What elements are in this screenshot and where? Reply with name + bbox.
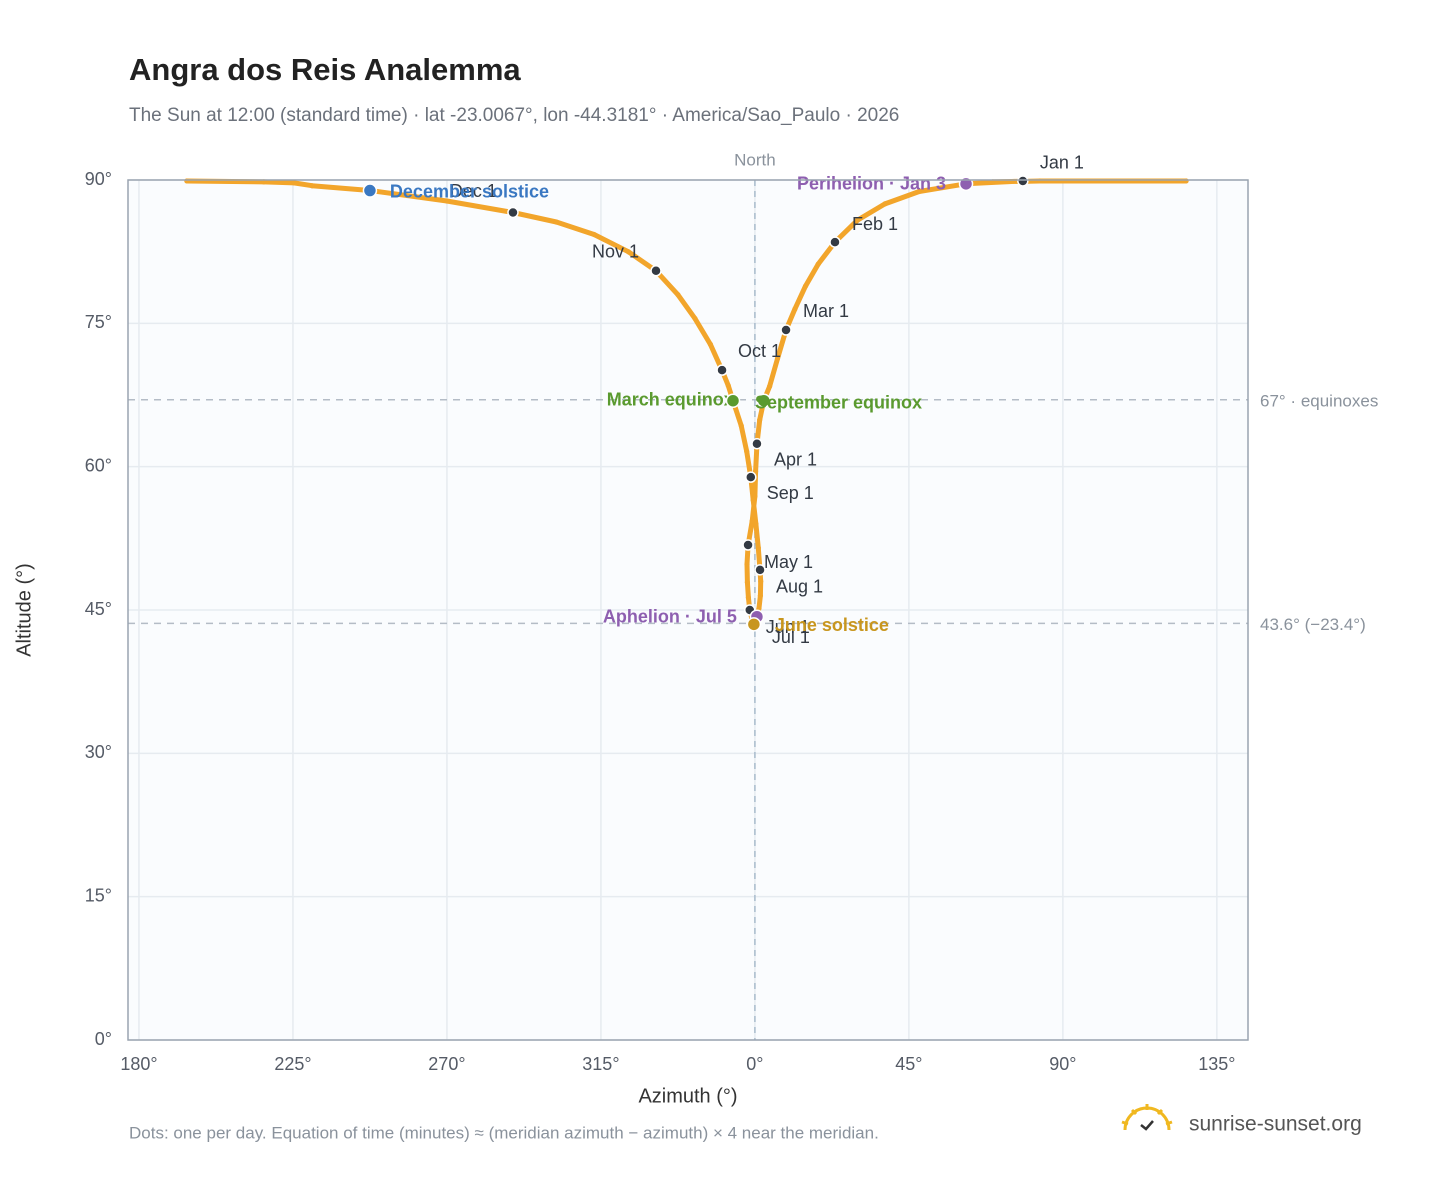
month-label: Oct 1 — [738, 341, 781, 361]
month-marker — [507, 206, 519, 219]
day-dot — [854, 217, 861, 223]
event-marker — [362, 183, 378, 198]
day-dot — [744, 579, 750, 585]
footnote: Dots: one per day. Equation of time (min… — [129, 1123, 879, 1142]
month-label: Jan 1 — [1040, 153, 1084, 173]
day-dot — [444, 198, 450, 204]
month-label: Apr 1 — [774, 449, 817, 469]
x-tick-label: 135° — [1198, 1054, 1235, 1074]
brand-logo — [1121, 1104, 1173, 1131]
day-dot — [792, 306, 798, 312]
month-label: Feb 1 — [852, 214, 898, 234]
day-dot — [625, 249, 631, 255]
chart-subtitle: The Sun at 12:00 (standard time) · lat -… — [129, 105, 899, 126]
event-label: December solstice — [390, 181, 549, 201]
month-marker — [716, 364, 728, 376]
day-dot — [744, 448, 750, 454]
y-tick-label: 0° — [95, 1029, 112, 1049]
y-tick-label: 30° — [85, 742, 112, 762]
day-dot — [291, 180, 297, 186]
day-dot — [750, 497, 756, 503]
event-marker — [756, 393, 772, 408]
month-label: May 1 — [764, 552, 813, 572]
day-dot — [692, 315, 698, 322]
day-dot — [309, 183, 315, 189]
event-label: September equinox — [755, 392, 922, 412]
month-marker — [829, 236, 841, 248]
day-dot — [757, 593, 763, 599]
day-dot — [675, 292, 681, 298]
month-label: Mar 1 — [803, 301, 849, 321]
y-axis-label: Altitude (°) — [13, 563, 35, 657]
day-dot — [916, 188, 922, 195]
month-marker — [745, 471, 757, 483]
day-dot — [1183, 178, 1189, 184]
month-marker — [742, 539, 754, 551]
event-marker — [746, 617, 762, 632]
day-dot — [744, 561, 750, 567]
month-marker — [780, 324, 792, 336]
day-dot — [753, 521, 759, 527]
event-label: Aphelion · Jul 5 — [603, 606, 737, 626]
day-dot — [774, 356, 781, 362]
month-label: Nov 1 — [592, 242, 639, 262]
month-label: Dec 1 — [450, 181, 497, 201]
month-marker — [754, 564, 766, 576]
reference-label: 67° · equinoxes — [1260, 391, 1378, 410]
x-tick-label: 0° — [746, 1054, 763, 1074]
event-label: June solstice — [775, 615, 889, 635]
y-tick-label: 75° — [85, 312, 112, 332]
x-tick-label: 225° — [274, 1054, 311, 1074]
day-dot — [802, 283, 809, 289]
month-label: Jun 1 — [766, 617, 810, 637]
chart-title: Angra dos Reis Analemma — [129, 52, 521, 87]
x-tick-label: 315° — [582, 1054, 619, 1074]
y-tick-label: 60° — [85, 455, 112, 475]
plot-frame — [127, 179, 1249, 1041]
month-marker — [751, 437, 763, 450]
day-dot — [757, 417, 763, 423]
x-tick-label: 180° — [120, 1054, 157, 1074]
month-marker — [650, 265, 662, 277]
y-tick-label: 90° — [85, 169, 112, 189]
month-label: Sep 1 — [767, 483, 814, 503]
north-label: North — [734, 150, 776, 169]
day-dot — [756, 605, 762, 611]
x-tick-label: 45° — [895, 1054, 922, 1074]
day-dot — [707, 341, 714, 347]
day-dot — [758, 578, 764, 584]
day-dot — [755, 545, 761, 551]
event-label: Perihelion · Jan 3 — [797, 174, 946, 194]
day-dot — [1037, 178, 1043, 184]
event-label: March equinox — [607, 389, 734, 409]
event-marker — [725, 393, 741, 408]
day-dot — [725, 382, 731, 389]
month-label: Jul 1 — [772, 627, 810, 647]
reference-label: 43.6° (−23.4°) — [1260, 615, 1366, 634]
x-tick-label: 270° — [428, 1054, 465, 1074]
day-dot — [767, 383, 773, 389]
month-label: Aug 1 — [776, 577, 823, 597]
day-dot — [184, 178, 190, 184]
day-dot — [553, 219, 560, 225]
day-dot — [745, 594, 751, 601]
day-dot — [815, 261, 821, 267]
month-marker — [1017, 175, 1029, 187]
y-tick-label: 45° — [85, 599, 112, 619]
brand-name: sunrise-sunset.org — [1189, 1113, 1362, 1136]
x-axis-label: Azimuth (°) — [638, 1085, 737, 1107]
day-dot — [882, 201, 888, 207]
day-dot — [738, 422, 744, 429]
y-tick-label: 15° — [85, 885, 112, 905]
day-dot — [591, 231, 597, 238]
day-dot — [749, 518, 755, 524]
x-tick-label: 90° — [1049, 1054, 1076, 1074]
